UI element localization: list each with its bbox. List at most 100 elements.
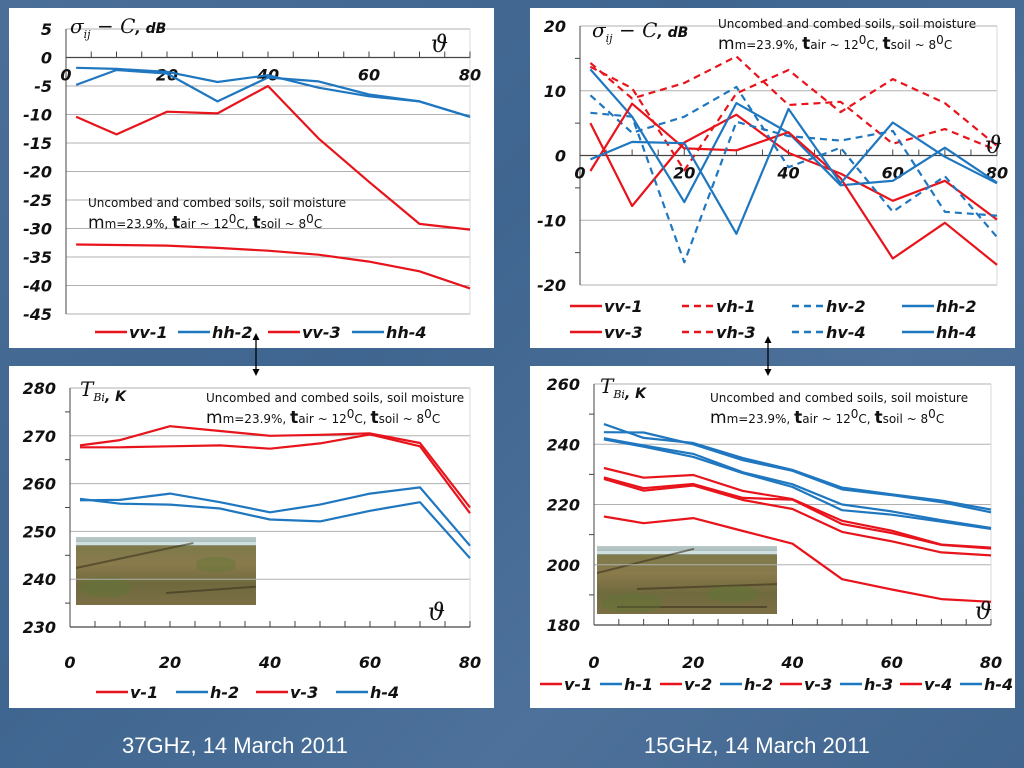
series-line-h-3 bbox=[603, 431, 992, 514]
annotation-part: C, bbox=[866, 38, 882, 52]
y-label-subscript: ij bbox=[84, 28, 92, 41]
y-label-unit: , K bbox=[104, 389, 127, 405]
x-tick-label: 20 bbox=[159, 653, 181, 672]
y-tick-label: 280 bbox=[23, 379, 56, 398]
y-tick-label: 270 bbox=[23, 427, 56, 446]
y-label-unit: , dB bbox=[134, 21, 166, 37]
y-label-subscript: Bi bbox=[612, 388, 625, 401]
annotation-part: t bbox=[794, 408, 802, 428]
annotation-part: 0 bbox=[424, 407, 432, 421]
legend-label-h-2: h-2 bbox=[744, 675, 773, 694]
series-line-vv-1 bbox=[76, 243, 471, 290]
y-label-symbol: σ bbox=[592, 18, 607, 42]
x-axis-label: ϑ bbox=[985, 131, 1002, 159]
y-axis-label: σij − C, dB bbox=[70, 14, 166, 41]
legend-label-h-3: h-3 bbox=[864, 675, 893, 694]
y-tick-label: -25 bbox=[23, 191, 52, 210]
annotation-part: soil ~ 8 bbox=[883, 412, 929, 426]
annotation-part: 0 bbox=[936, 33, 944, 47]
series-line-hv-4 bbox=[590, 111, 998, 264]
y-label-subscript: Bi bbox=[92, 391, 105, 404]
annotation-part: 0 bbox=[859, 33, 867, 47]
y-tick-label: 250 bbox=[23, 522, 56, 541]
x-tick-label: 80 bbox=[980, 653, 1002, 672]
annotation-line1: Uncombed and combed soils, soil moisture bbox=[88, 196, 346, 210]
legend-label-v-1: v-1 bbox=[130, 683, 158, 702]
legend-label-hh-4: hh-4 bbox=[936, 323, 977, 342]
x-tick-label: 20 bbox=[682, 653, 704, 672]
y-label-rest: − C bbox=[91, 14, 136, 38]
x-tick-label: 80 bbox=[459, 653, 481, 672]
y-label-subscript: ij bbox=[606, 32, 614, 45]
series-line-vv-3 bbox=[75, 84, 471, 231]
y-axis-label: TBi, K bbox=[80, 377, 127, 405]
annotation-part: m=23.9%, bbox=[727, 412, 795, 426]
legend-label-v-3: v-3 bbox=[804, 675, 832, 694]
legend-label-hv-2: hv-2 bbox=[826, 297, 866, 316]
series-line-h-2 bbox=[603, 438, 992, 530]
x-tick-label: 20 bbox=[673, 164, 695, 183]
annotation-line2: mm=23.9%, tair ~ 120C, tsoil ~ 80C bbox=[206, 407, 440, 428]
y-tick-label: 200 bbox=[547, 556, 580, 575]
x-tick-label: 60 bbox=[358, 66, 380, 85]
annotation-part: m bbox=[206, 408, 223, 428]
arrow-head-down bbox=[252, 369, 260, 376]
y-tick-label: 0 bbox=[555, 147, 566, 166]
y-tick-label: -45 bbox=[23, 305, 52, 324]
y-tick-label: 230 bbox=[23, 618, 56, 637]
x-axis-label: ϑ bbox=[431, 30, 448, 58]
series-line-vh-1 bbox=[589, 55, 998, 152]
annotation-part: 0 bbox=[851, 407, 859, 421]
series-line-h-2 bbox=[79, 497, 471, 559]
series-line-v-3 bbox=[79, 425, 471, 509]
series-line-h-4 bbox=[79, 486, 471, 547]
legend-label-v-2: v-2 bbox=[684, 675, 712, 694]
x-tick-label: 0 bbox=[574, 164, 585, 183]
chart-tl: 50-5-10-15-20-25-30-35-40-450 20 40 60 80σij… bbox=[23, 14, 481, 342]
legend-label-vh-3: vh-3 bbox=[716, 323, 756, 342]
annotation-part: air ~ 12 bbox=[180, 217, 229, 231]
y-tick-label: 260 bbox=[547, 375, 580, 394]
annotation-part: t bbox=[290, 408, 298, 428]
chart-panel-brightness-15ghz bbox=[530, 366, 1015, 708]
y-axis-label: TBi, K bbox=[600, 374, 647, 402]
legend-label-h-2: h-2 bbox=[210, 683, 239, 702]
y-tick-label: 10 bbox=[544, 82, 566, 101]
caption-15ghz: 15GHz, 14 March 2011 bbox=[644, 733, 870, 758]
annotation-part: m bbox=[88, 213, 105, 233]
annotation-line1: Uncombed and combed soils, soil moisture bbox=[718, 17, 976, 31]
chart-panel-backscatter-15ghz bbox=[530, 8, 1015, 348]
annotation-part: C bbox=[944, 38, 952, 52]
series-line-vh-3 bbox=[589, 65, 998, 172]
series-line-hv-2 bbox=[589, 85, 998, 238]
annotation-part: t bbox=[882, 34, 890, 54]
y-tick-label: -10 bbox=[537, 211, 566, 230]
chart-bl: 280 270 260 250 240 230 0 20 40 60 80 TBi, K ϑ Uncomb… bbox=[23, 377, 482, 702]
annotation-part: 0 bbox=[229, 212, 237, 226]
y-tick-label: 260 bbox=[23, 475, 56, 494]
y-label-symbol: T bbox=[80, 377, 95, 401]
x-tick-label: 40 bbox=[258, 653, 281, 672]
legend: v-1 h-1 v-2 h-2 v-3 h-3 v-4 h-4 bbox=[540, 675, 1013, 694]
x-tick-label: 20 bbox=[156, 66, 178, 85]
annotation-part: C, bbox=[858, 412, 874, 426]
legend-label-hh-2: hh-2 bbox=[936, 297, 977, 316]
legend-label-hh-4: hh-4 bbox=[386, 323, 427, 342]
caption-37ghz: 37GHz, 14 March 2011 bbox=[122, 733, 348, 758]
link-arrow-37ghz bbox=[252, 333, 260, 376]
legend-label-hv-4: hv-4 bbox=[826, 323, 866, 342]
annotation-part: air ~ 12 bbox=[810, 38, 859, 52]
legend-label-v-3: v-3 bbox=[290, 683, 318, 702]
annotation-part: 0 bbox=[306, 212, 314, 226]
series-line-vv-3 bbox=[589, 102, 998, 266]
y-label-unit: , K bbox=[624, 386, 647, 402]
annotation-part: soil ~ 8 bbox=[891, 38, 937, 52]
annotation-part: t bbox=[874, 408, 882, 428]
x-axis-label: ϑ bbox=[428, 598, 445, 626]
annotation-part: C bbox=[432, 412, 440, 426]
x-tick-label: 40 bbox=[776, 164, 799, 183]
x-tick-label: 0 bbox=[64, 653, 75, 672]
arrow-head-up bbox=[764, 336, 772, 343]
y-tick-label: -20 bbox=[537, 276, 566, 295]
